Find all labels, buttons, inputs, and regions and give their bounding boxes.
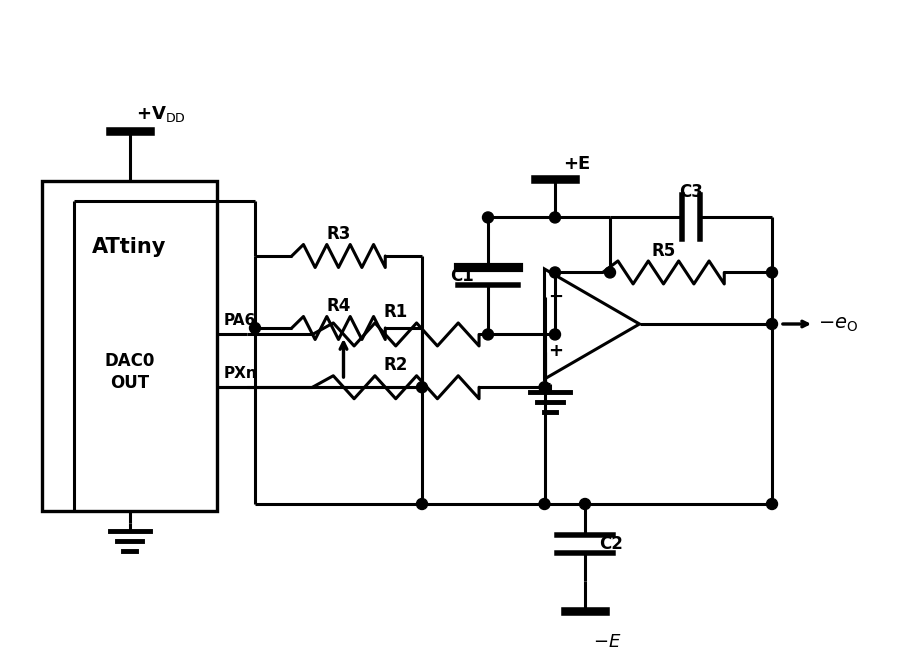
Circle shape xyxy=(417,498,428,509)
Text: C2: C2 xyxy=(599,535,623,553)
Circle shape xyxy=(767,498,778,509)
Circle shape xyxy=(482,329,493,340)
Circle shape xyxy=(417,382,428,393)
Circle shape xyxy=(539,382,550,393)
Circle shape xyxy=(767,267,778,278)
Text: $-e_{\mathsf{O}}$: $-e_{\mathsf{O}}$ xyxy=(818,314,859,334)
Text: C3: C3 xyxy=(680,183,703,201)
Circle shape xyxy=(249,322,260,334)
FancyBboxPatch shape xyxy=(42,181,217,511)
Text: $-E$: $-E$ xyxy=(593,633,621,651)
Circle shape xyxy=(550,212,561,223)
Text: +V$_{\mathsf{DD}}$: +V$_{\mathsf{DD}}$ xyxy=(137,104,186,124)
Circle shape xyxy=(482,212,493,223)
Text: PA6: PA6 xyxy=(224,314,256,328)
Text: C1: C1 xyxy=(450,267,474,285)
Text: PXn: PXn xyxy=(224,366,257,381)
Text: R1: R1 xyxy=(383,304,408,322)
Circle shape xyxy=(580,498,590,509)
Circle shape xyxy=(539,498,550,509)
Text: ATtiny: ATtiny xyxy=(93,237,166,257)
Text: R5: R5 xyxy=(652,242,676,260)
Text: +: + xyxy=(548,342,563,360)
Circle shape xyxy=(767,318,778,330)
Text: +E: +E xyxy=(563,155,590,173)
Circle shape xyxy=(550,267,561,278)
Text: −: − xyxy=(548,288,563,306)
Text: R4: R4 xyxy=(327,297,351,315)
Text: R3: R3 xyxy=(327,225,351,243)
Text: R2: R2 xyxy=(383,356,408,374)
Text: DAC0
OUT: DAC0 OUT xyxy=(104,352,155,392)
Circle shape xyxy=(550,329,561,340)
Circle shape xyxy=(605,267,616,278)
